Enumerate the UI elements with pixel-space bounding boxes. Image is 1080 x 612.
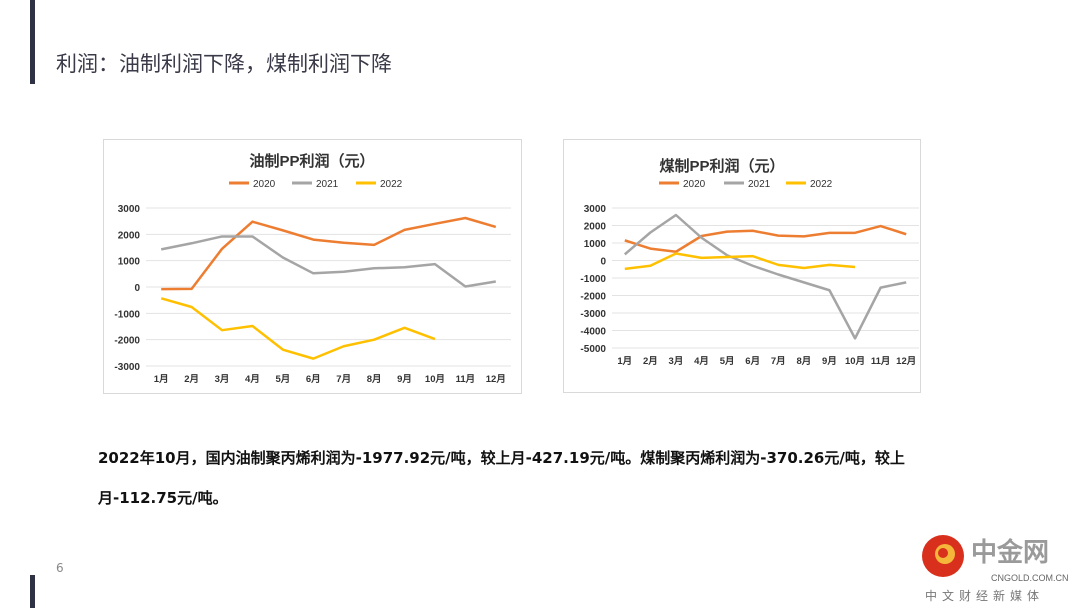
x-tick-label: 8月 xyxy=(367,374,382,385)
page-number: 6 xyxy=(56,561,64,575)
x-tick-label: 10月 xyxy=(845,356,865,367)
x-tick-label: 6月 xyxy=(306,374,321,385)
x-tick-label: 7月 xyxy=(771,356,786,367)
series-line-2021 xyxy=(160,235,496,288)
y-tick-label: -3000 xyxy=(114,362,140,373)
series-line-2021 xyxy=(623,213,907,340)
y-tick-label: -1000 xyxy=(114,309,140,320)
logo-name: 中金网 xyxy=(971,537,1049,567)
series-line-2022 xyxy=(624,252,856,271)
legend-label-2022: 2022 xyxy=(810,179,833,190)
logo-icon: 中金网 CNGOLD.COM.CN 中文财经新媒体 xyxy=(922,535,1069,603)
chart-oil-pp-profit: 油制PP利润（元） 2020 2021 2022 3000 2000 1000 0 -1000 -… xyxy=(103,139,522,394)
y-tick-label: -1000 xyxy=(580,274,606,285)
accent-bar-bottom xyxy=(30,575,35,608)
x-tick-label: 2月 xyxy=(184,374,199,385)
y-tick-label: 1000 xyxy=(584,239,607,250)
y-tick-label: -4000 xyxy=(580,327,606,338)
x-tick-label: 3月 xyxy=(669,356,684,367)
page-title: 利润：油制利润下降，煤制利润下降 xyxy=(56,52,392,76)
y-tick-label: -2000 xyxy=(114,336,140,347)
x-tick-label: 12月 xyxy=(896,356,916,367)
chart-title: 油制PP利润（元） xyxy=(249,152,374,170)
logo-slogan: 中文财经新媒体 xyxy=(925,588,1044,603)
x-tick-label: 12月 xyxy=(486,374,506,385)
x-tick-label: 8月 xyxy=(796,356,811,367)
x-tick-label: 1月 xyxy=(617,356,632,367)
x-tick-label: 3月 xyxy=(215,374,230,385)
y-tick-label: -2000 xyxy=(580,292,606,303)
y-tick-label: -3000 xyxy=(580,309,606,320)
x-tick-label: 11月 xyxy=(871,356,891,367)
x-tick-label: 5月 xyxy=(275,374,290,385)
legend-label-2021: 2021 xyxy=(316,179,339,190)
x-tick-label: 2月 xyxy=(643,356,658,367)
chart-svg: 煤制PP利润（元） 2020 2021 2022 3000 2000 1000 0 -1000 -… xyxy=(580,157,919,367)
y-tick-label: 2000 xyxy=(118,230,141,241)
x-tick-label: 5月 xyxy=(720,356,735,367)
series-line-2020 xyxy=(624,224,907,253)
x-tick-label: 9月 xyxy=(822,356,837,367)
chart-coal-pp-profit: 煤制PP利润（元） 2020 2021 2022 3000 2000 1000 0 -1000 -… xyxy=(563,139,921,393)
y-tick-label: 0 xyxy=(134,283,140,294)
legend-label-2020: 2020 xyxy=(683,179,706,190)
x-tick-label: 1月 xyxy=(154,374,169,385)
x-tick-label: 6月 xyxy=(745,356,760,367)
y-tick-label: 3000 xyxy=(118,204,141,215)
series-line-2020 xyxy=(161,216,497,291)
logo-url: CNGOLD.COM.CN xyxy=(991,573,1069,583)
y-tick-label: 3000 xyxy=(584,204,607,215)
x-tick-label: 4月 xyxy=(245,374,260,385)
y-tick-label: 0 xyxy=(600,257,606,268)
x-tick-label: 10月 xyxy=(425,374,445,385)
accent-bar-top xyxy=(30,0,35,84)
cngold-logo: 中金网 CNGOLD.COM.CN 中文财经新媒体 xyxy=(905,531,1075,608)
x-tick-label: 9月 xyxy=(397,374,412,385)
y-tick-label: 1000 xyxy=(118,257,141,268)
x-tick-label: 7月 xyxy=(336,374,351,385)
chart-title: 煤制PP利润（元） xyxy=(659,157,784,175)
chart-svg: 油制PP利润（元） 2020 2021 2022 3000 2000 1000 0 -1000 -… xyxy=(114,152,511,385)
series-line-2022 xyxy=(160,297,436,360)
legend-label-2022: 2022 xyxy=(380,179,403,190)
summary-paragraph: 2022年10月，国内油制聚丙烯利润为-1977.92元/吨，较上月-427.1… xyxy=(98,449,905,507)
legend-label-2020: 2020 xyxy=(253,179,276,190)
x-tick-label: 11月 xyxy=(456,374,476,385)
legend-label-2021: 2021 xyxy=(748,179,771,190)
y-tick-label: -5000 xyxy=(580,344,606,355)
y-tick-label: 2000 xyxy=(584,222,607,233)
x-tick-label: 4月 xyxy=(694,356,709,367)
